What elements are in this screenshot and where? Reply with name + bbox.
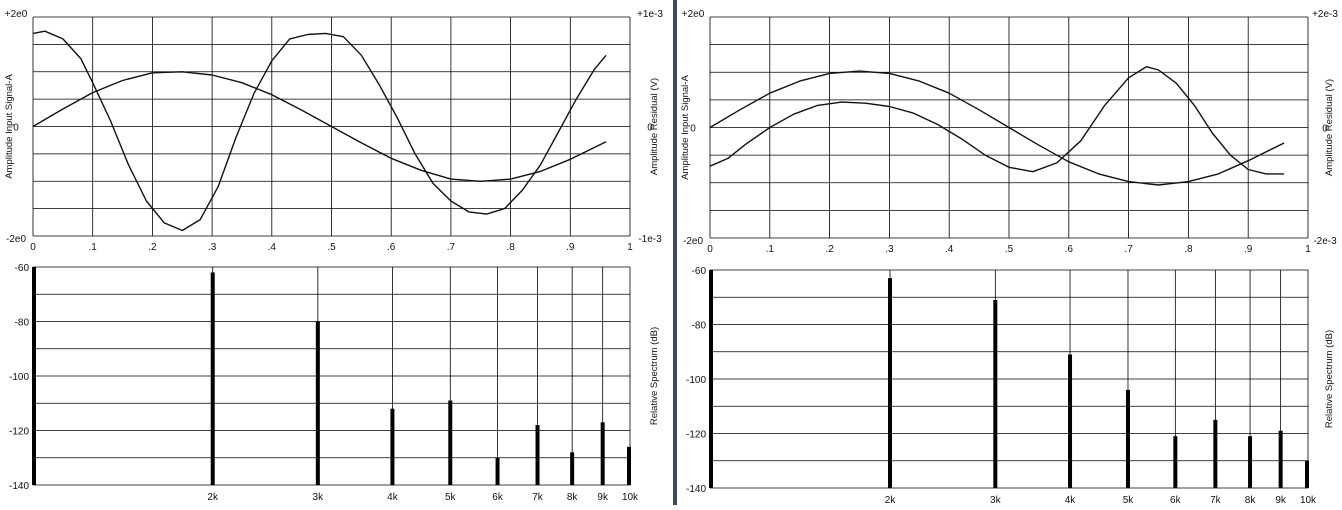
- time-series-1-line: [32, 30, 607, 232]
- spectrum-axis-title: Relative Spectrum (dB): [1324, 330, 1335, 428]
- spectrum-bar: [495, 457, 500, 485]
- spectrum-y-tick-label: -100: [686, 375, 706, 386]
- time-series-2-line: [32, 71, 607, 182]
- time-x-tick-label: .3: [885, 244, 894, 255]
- time-right-tick-label: 0: [1322, 124, 1328, 135]
- spectrum-x-tick-label: 5k: [445, 492, 457, 503]
- spectrum-bar: [1278, 430, 1283, 488]
- spectrum-y-tick-label: -80: [15, 318, 30, 329]
- spectrum-x-tick-label: 8k: [567, 492, 579, 503]
- time-right-axis-title: Amplitude Residual (V): [649, 78, 660, 175]
- time-left-tick-label: 0: [13, 123, 19, 134]
- spectrum-x-tick-label: 7k: [1210, 495, 1222, 505]
- time-x-tick-label: 1: [627, 242, 633, 253]
- time-x-tick-label: .2: [148, 242, 157, 253]
- spectrum-x-tick-label: 10k: [1300, 495, 1317, 505]
- spectrum-bar: [888, 278, 893, 488]
- left-panel: 0 .1 .2 .3 .4 .5 .6 .7 .8 .9 1 +2e0 0 -2e0 +1e-3 0 -1e-3…: [0, 0, 673, 505]
- spectrum-x-tick-label: 10k: [622, 492, 639, 503]
- time-right-tick-label: +2e-3: [1312, 9, 1338, 20]
- spectrum-x-tick-label: 3k: [313, 492, 325, 503]
- spectrum-x-tick-label: 6k: [1170, 495, 1182, 505]
- time-left-tick-label: +2e0: [5, 9, 28, 20]
- spectrum-bar: [1125, 389, 1130, 488]
- spectrum-bar: [32, 267, 36, 485]
- time-left-tick-label: 0: [690, 124, 696, 135]
- spectrum-bar: [315, 321, 320, 485]
- spectrum-y-tick-label: -60: [692, 266, 707, 277]
- time-x-tick-label: .1: [89, 242, 98, 253]
- spectrum-x-tick-label: 2k: [885, 495, 897, 505]
- spectrum-x-tick-label: 8k: [1245, 495, 1257, 505]
- spectrum-axis-title: Relative Spectrum (dB): [649, 327, 660, 425]
- time-x-tick-label: .1: [766, 244, 775, 255]
- time-x-tick-label: .5: [327, 242, 336, 253]
- time-x-tick-label: 0: [707, 244, 713, 255]
- time-x-tick-label: .6: [1065, 244, 1074, 255]
- time-x-tick-label: .9: [1244, 244, 1253, 255]
- time-x-tick-label: .5: [1005, 244, 1014, 255]
- spectrum-x-tick-label: 9k: [1275, 495, 1287, 505]
- time-right-tick-label: -2e-3: [1313, 236, 1337, 247]
- time-x-tick-label: .9: [566, 242, 575, 253]
- time-x-tick-label: .6: [387, 242, 396, 253]
- spectrum-bar: [390, 408, 395, 485]
- spectrum-x-tick-label: 3k: [990, 495, 1002, 505]
- spectrum-x-tick-label: 5k: [1123, 495, 1135, 505]
- spectrum-bar: [1305, 460, 1309, 488]
- time-x-tick-label: 0: [30, 242, 36, 253]
- spectrum-y-tick-label: -80: [692, 321, 707, 332]
- spectrum-bar: [210, 272, 215, 485]
- panel-divider[interactable]: [673, 0, 677, 505]
- spectrum-bar: [709, 270, 713, 488]
- spectrum-bar: [1213, 419, 1218, 488]
- spectrum-x-tick-label: 2k: [207, 492, 219, 503]
- right-chart-svg: 0 .1 .2 .3 .4 .5 .6 .7 .8 .9 1 +2e0 0 -2e0 +2e-3 0 -2e-3…: [680, 9, 1338, 506]
- time-x-tick-label: .4: [268, 242, 277, 253]
- time-x-tick-label: .7: [1124, 244, 1133, 255]
- spectrum-bar: [448, 400, 453, 485]
- spectrum-bar: [993, 299, 998, 488]
- time-x-tick-label: .4: [945, 244, 954, 255]
- time-x-tick-label: .8: [506, 242, 515, 253]
- time-x-tick-label: .3: [208, 242, 217, 253]
- time-x-tick-label: .7: [447, 242, 456, 253]
- spectrum-x-tick-label: 6k: [492, 492, 504, 503]
- right-panel: 0 .1 .2 .3 .4 .5 .6 .7 .8 .9 1 +2e0 0 -2e0 +2e-3 0 -2e-3…: [677, 0, 1342, 506]
- spectrum-y-tick-label: -140: [9, 481, 29, 492]
- spectrum-bar: [1173, 436, 1178, 488]
- spectrum-bar: [570, 452, 575, 485]
- spectrum-x-tick-label: 9k: [597, 492, 609, 503]
- time-left-axis-title: Amplitude Input Signal-A: [4, 74, 15, 179]
- time-x-tick-label: 1: [1305, 244, 1311, 255]
- time-right-tick-label: -1e-3: [638, 234, 662, 245]
- spectrum-bar: [1248, 436, 1253, 488]
- time-left-tick-label: -2e0: [683, 236, 703, 247]
- time-right-axis-title: Amplitude Residual (V): [1324, 79, 1335, 176]
- time-x-tick-label: .2: [825, 244, 834, 255]
- time-x-tick-label: .8: [1184, 244, 1193, 255]
- spectrum-y-tick-label: -120: [686, 430, 706, 441]
- spectrum-bar: [627, 446, 631, 485]
- spectrum-y-tick-label: -140: [686, 484, 706, 495]
- time-series-1-line: [709, 70, 1285, 186]
- time-right-tick-label: 0: [647, 123, 653, 134]
- spectrum-bar: [535, 425, 540, 485]
- spectrum-bar: [1068, 354, 1073, 488]
- spectrum-x-tick-label: 7k: [532, 492, 544, 503]
- time-right-tick-label: +1e-3: [637, 9, 663, 20]
- spectrum-bar: [600, 422, 605, 485]
- spectrum-y-tick-label: -100: [9, 372, 29, 383]
- time-series-2-line: [709, 66, 1285, 175]
- spectrum-x-tick-label: 4k: [387, 492, 399, 503]
- left-chart-svg: 0 .1 .2 .3 .4 .5 .6 .7 .8 .9 1 +2e0 0 -2e0 +1e-3 0 -1e-3…: [4, 9, 663, 503]
- time-left-tick-label: -2e0: [6, 234, 26, 245]
- spectrum-y-tick-label: -60: [15, 263, 30, 274]
- time-left-tick-label: +2e0: [682, 9, 705, 20]
- spectrum-x-tick-label: 4k: [1065, 495, 1077, 505]
- time-left-axis-title: Amplitude Input Signal-A: [680, 75, 691, 180]
- spectrum-y-tick-label: -120: [9, 427, 29, 438]
